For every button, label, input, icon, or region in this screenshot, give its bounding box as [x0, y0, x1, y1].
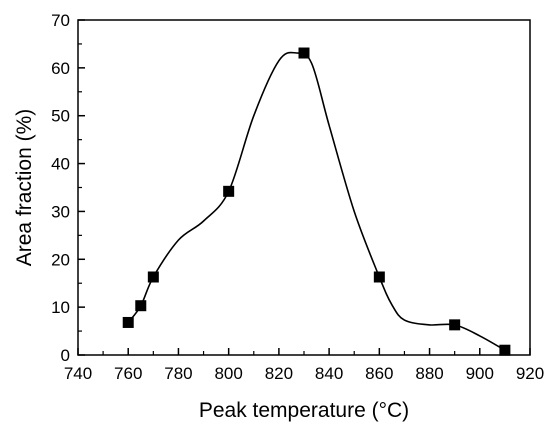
x-tick-label: 800	[214, 364, 242, 383]
x-tick-label: 740	[64, 364, 92, 383]
x-tick-label: 840	[315, 364, 343, 383]
x-tick-label: 780	[164, 364, 192, 383]
data-point	[499, 344, 511, 356]
y-tick-label: 10	[51, 298, 70, 317]
x-tick-label: 760	[114, 364, 142, 383]
data-point	[449, 319, 461, 331]
fit-curve	[127, 51, 506, 351]
data-point	[298, 47, 310, 59]
x-tick-label: 880	[415, 364, 443, 383]
y-tick-label: 70	[51, 11, 70, 30]
y-tick-label: 40	[51, 155, 70, 174]
y-tick-label: 0	[61, 346, 70, 365]
x-tick-label: 820	[265, 364, 293, 383]
y-tick-label: 50	[51, 107, 70, 126]
x-tick-label: 920	[516, 364, 544, 383]
y-tick-label: 60	[51, 59, 70, 78]
y-tick-label: 20	[51, 250, 70, 269]
y-tick-label: 30	[51, 202, 70, 221]
data-point	[135, 300, 147, 312]
plot-area: 740 760 780 800 820 840 860 880 900 920 0 10 20 30 40 5…	[51, 11, 544, 383]
x-axis-title: Peak temperature (°C)	[199, 399, 409, 422]
x-tick-label: 900	[466, 364, 494, 383]
data-point	[223, 185, 235, 197]
x-tick-label: 860	[365, 364, 393, 383]
data-point	[122, 316, 134, 328]
data-point	[147, 271, 159, 283]
y-axis-title: Area fraction (%)	[13, 109, 36, 267]
data-point	[373, 271, 385, 283]
